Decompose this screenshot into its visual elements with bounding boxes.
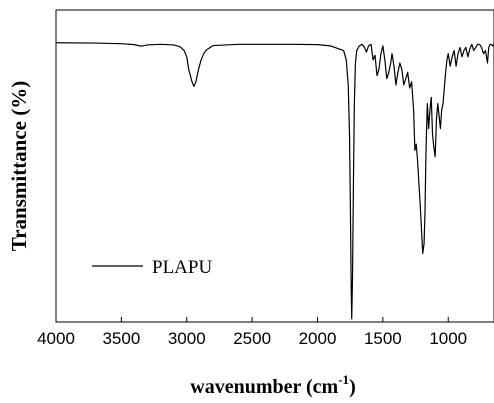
x-tick-label-1000: 1000 (429, 329, 467, 348)
x-tick-label-4000: 4000 (37, 329, 75, 348)
series-line-plapu (55, 42, 494, 320)
x-axis-ticks (55, 317, 449, 322)
y-axis-title: Transmittance (%) (7, 81, 31, 252)
x-tick-label-3000: 3000 (168, 329, 206, 348)
x-axis-title: wavenumber (cm-1) (190, 372, 355, 398)
x-tick-label-2500: 2500 (233, 329, 271, 348)
x-axis-title-superscript: -1 (338, 372, 349, 387)
legend: PLAPU (92, 257, 212, 278)
plot-frame (55, 9, 494, 323)
x-axis-tick-labels: 4000 3500 3000 2500 2000 1500 1000 (37, 329, 467, 348)
x-axis-title-close: ) (349, 376, 356, 398)
x-tick-label-3500: 3500 (102, 329, 140, 348)
x-axis-title-main: wavenumber (cm (190, 376, 338, 398)
x-tick-label-1500: 1500 (364, 329, 402, 348)
x-tick-label-2000: 2000 (299, 329, 337, 348)
legend-label-plapu: PLAPU (152, 257, 212, 278)
